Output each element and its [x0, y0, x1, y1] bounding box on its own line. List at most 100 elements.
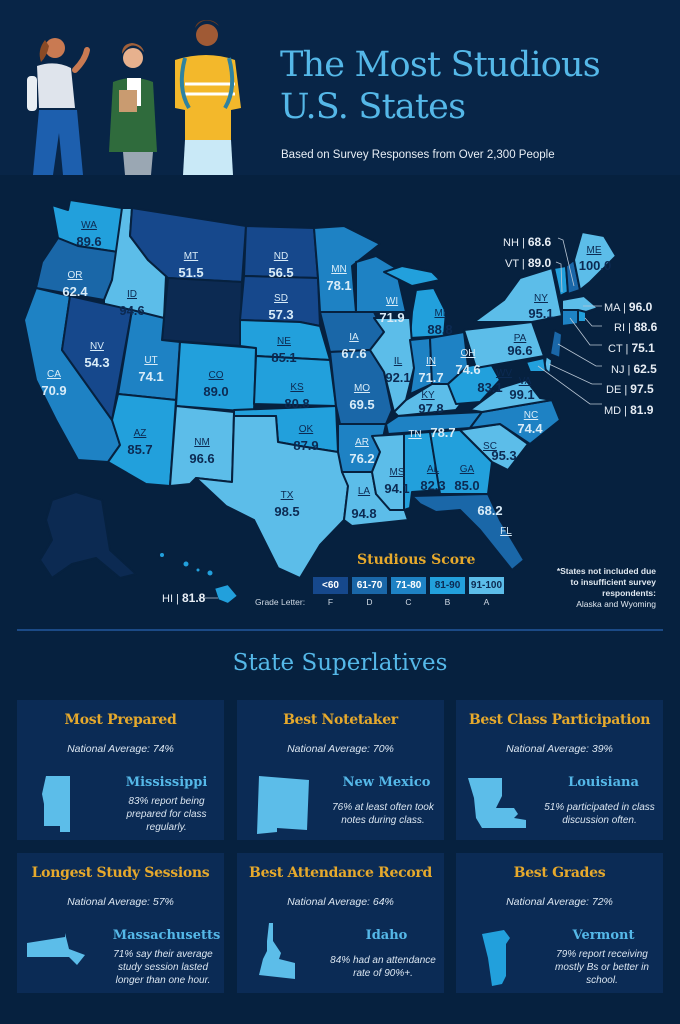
svg-text:MD | 81.9: MD | 81.9: [604, 403, 654, 417]
svg-text:NH | 68.6: NH | 68.6: [503, 235, 552, 249]
map-svg: WA 89.6 OR 62.4 CA 70.9 ID 94.6 NV 54.3 …: [23, 199, 658, 605]
card-description: 71% say their average study session last…: [113, 949, 213, 986]
svg-text:80.8: 80.8: [284, 396, 309, 411]
legend-box-a: 91-100: [469, 577, 504, 594]
svg-text:AR: AR: [355, 437, 369, 448]
svg-text:94.6: 94.6: [119, 303, 144, 318]
svg-text:88.8: 88.8: [427, 322, 452, 337]
state-tx: [195, 415, 349, 579]
card-national-average: National Average: 64%: [287, 896, 394, 908]
card-national-average: National Average: 70%: [287, 743, 394, 755]
svg-text:TX: TX: [281, 490, 294, 501]
svg-text:69.5: 69.5: [349, 397, 374, 412]
svg-text:89.6: 89.6: [76, 234, 101, 249]
legend-letters: F D C B A: [313, 597, 504, 607]
vermont-shape-icon: [482, 930, 510, 986]
card-title: Most Prepared: [64, 712, 177, 728]
svg-text:76.2: 76.2: [349, 451, 374, 466]
svg-text:TN: TN: [408, 429, 421, 440]
state-nj: [549, 329, 563, 359]
card-best-grades: Best Grades National Average: 72% Vermon…: [456, 853, 663, 993]
svg-text:LA: LA: [358, 486, 371, 497]
svg-text:AL: AL: [427, 464, 440, 475]
card-best-notetaker: Best Notetaker National Average: 70% New…: [237, 700, 444, 840]
state-ak: [39, 491, 137, 579]
header: The Most Studious U.S. States Based on S…: [0, 0, 680, 175]
card-state-name: Idaho: [365, 928, 408, 943]
card-description: 83% report being prepared for class regu…: [126, 796, 207, 833]
card-description: 51% participated in class discussion oft…: [544, 802, 655, 826]
state-wi: [355, 255, 407, 313]
svg-text:IA: IA: [349, 332, 359, 343]
svg-text:85.0: 85.0: [454, 478, 479, 493]
svg-text:94.8: 94.8: [351, 506, 376, 521]
state-in: [409, 337, 433, 395]
svg-text:56.5: 56.5: [268, 265, 293, 280]
hi-island-2: [181, 559, 191, 569]
svg-text:ME: ME: [587, 245, 602, 256]
card-best-attendance-record: Best Attendance Record National Average:…: [237, 853, 444, 993]
svg-text:MN: MN: [331, 264, 347, 275]
card-longest-study-sessions: Longest Study Sessions National Average:…: [17, 853, 224, 993]
svg-text:92.1: 92.1: [385, 370, 410, 385]
leader-labels: NH | 68.6 VT | 89.0 MA | 96.0 RI | 88.6 …: [162, 235, 658, 605]
svg-text:WA: WA: [81, 220, 97, 231]
card-state-name: Vermont: [572, 928, 635, 943]
card-description: 84% had an attendance rate of 90%+.: [330, 955, 436, 979]
state-ga: [429, 429, 493, 495]
hi-island-1: [158, 551, 166, 559]
grade-d: D: [366, 597, 373, 607]
card-national-average: National Average: 57%: [67, 896, 174, 908]
massachusetts-shape-icon: [27, 933, 85, 965]
svg-text:ID: ID: [127, 289, 137, 300]
hi-island-3: [194, 566, 202, 574]
card-state-name: Louisiana: [568, 775, 639, 790]
svg-text:SC: SC: [483, 441, 497, 452]
svg-text:CA: CA: [47, 369, 61, 380]
card-description: 79% report receiving mostly Bs or better…: [555, 949, 649, 986]
state-mi-up: [383, 265, 441, 287]
page-title: The Most Studious U.S. States: [280, 44, 601, 128]
svg-text:82.3: 82.3: [420, 478, 445, 493]
svg-text:98.5: 98.5: [274, 504, 299, 519]
state-wy: [161, 277, 243, 347]
state-wv: [447, 361, 501, 405]
new-mexico-shape-icon: [257, 776, 309, 834]
svg-text:MI: MI: [434, 308, 445, 319]
svg-text:AZ: AZ: [134, 428, 147, 439]
louisiana-shape-icon: [468, 778, 526, 828]
svg-text:95.3: 95.3: [491, 448, 516, 463]
svg-text:67.6: 67.6: [341, 346, 366, 361]
state-fl: [411, 493, 525, 571]
card-state-name: Mississippi: [125, 775, 208, 790]
svg-text:PA: PA: [514, 333, 527, 344]
svg-text:NM: NM: [194, 437, 210, 448]
svg-text:62.4: 62.4: [62, 284, 88, 299]
svg-text:97.8: 97.8: [418, 401, 443, 416]
svg-text:57.3: 57.3: [268, 307, 293, 322]
state-ri: [577, 309, 587, 323]
state-mn: [313, 225, 381, 313]
svg-text:CT | 75.1: CT | 75.1: [608, 341, 655, 355]
svg-text:99.1: 99.1: [509, 387, 534, 402]
card-description: 76% at least often took notes during cla…: [332, 802, 434, 826]
svg-text:IN: IN: [426, 356, 436, 367]
state-ny: [473, 267, 563, 323]
svg-text:KY: KY: [421, 390, 435, 401]
state-ma: [561, 295, 599, 313]
hi-island-4: [205, 568, 215, 578]
legend-box-b: 81-90: [430, 577, 465, 594]
svg-text:85.1: 85.1: [271, 350, 296, 365]
svg-text:NJ | 62.5: NJ | 62.5: [611, 362, 657, 376]
footnote: *States not included due to insufficient…: [556, 566, 656, 609]
card-title: Best Attendance Record: [249, 865, 432, 881]
svg-text:74.6: 74.6: [455, 362, 480, 377]
legend-ranges: <60 61-70 71-80 81-90 91-100: [313, 577, 504, 594]
svg-text:NV: NV: [90, 341, 104, 352]
svg-text:70.9: 70.9: [41, 383, 66, 398]
svg-text:OR: OR: [68, 270, 83, 281]
svg-text:ND: ND: [274, 251, 288, 262]
svg-text:78.1: 78.1: [326, 278, 351, 293]
card-most-prepared: Most Prepared National Average: 74% Miss…: [17, 700, 224, 840]
legend-title: Studious Score: [357, 552, 476, 568]
